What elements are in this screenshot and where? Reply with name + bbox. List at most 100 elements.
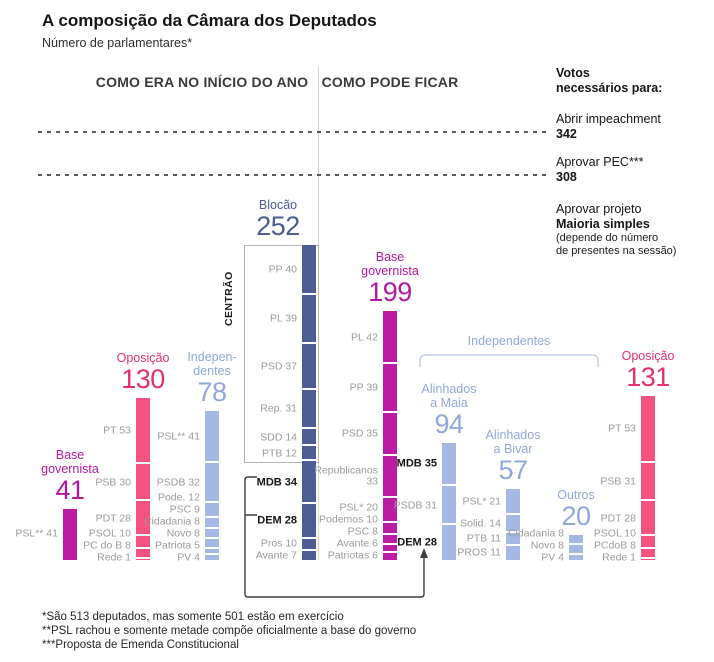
vote-item-bold: Maioria simples — [556, 217, 650, 231]
bar-segment-cidadania — [205, 528, 219, 537]
bar-segment-psdb — [205, 462, 219, 501]
footnote-1: *São 513 deputados, mas somente 501 estã… — [42, 611, 344, 623]
group-name-oposicao-antes: Oposição — [116, 350, 170, 365]
vote-item-label: Aprovar projeto — [556, 202, 642, 216]
bar-segment-pt — [641, 396, 655, 461]
segment-label-cidadania: Cidadania 8 — [143, 514, 200, 527]
bar-segment-ptb — [302, 446, 316, 460]
bar-segment-pv — [205, 555, 219, 560]
group-total-alinhados-a-maia: 94 — [434, 408, 464, 439]
group-headline-oposicao-depois: Oposição 131 — [622, 349, 675, 392]
segment-label-pv: PV 4 — [541, 550, 564, 563]
bar-base-governista-antes — [63, 508, 77, 560]
group-total-base-governista-depois: 199 — [368, 277, 412, 308]
group-total-oposicao-depois: 131 — [626, 362, 670, 393]
segment-label-pv: PV 4 — [177, 550, 200, 563]
segment-label-psol: PSOL 10 — [88, 527, 131, 540]
bar-segment-pl — [302, 295, 316, 342]
segment-label-pros: PROS 11 — [457, 546, 501, 559]
votes-legend-heading: Votos necessários para: — [556, 66, 663, 95]
group-headline-independentes-antes: Indepen- dentes 78 — [187, 350, 236, 407]
bar-segment-patriotas — [383, 552, 397, 560]
bar-segment-mdb — [302, 461, 316, 502]
segment-label-psdb: PSDB 32 — [156, 475, 200, 488]
vote-item-value: 308 — [556, 170, 577, 184]
segment-label-pl: PL 42 — [350, 330, 378, 343]
segment-label-pdt: PDT 28 — [600, 512, 636, 524]
segment-label-psdb: PSDB 31 — [393, 498, 437, 511]
segment-label-pp: PP 40 — [268, 263, 297, 276]
vote-item-impeachment: Abrir impeachment 342 — [556, 112, 708, 142]
bar-segment-rep — [302, 390, 316, 427]
segment-label-psol: PSOL 10 — [593, 527, 636, 540]
segment-label-psb: PSB 30 — [95, 475, 131, 488]
bar-segment-psc — [383, 535, 397, 543]
vote-item-maioria: Aprovar projeto Maioria simples (depende… — [556, 202, 708, 257]
bar-oposicao-depois — [641, 396, 655, 560]
bar-segment-pl — [383, 311, 397, 362]
segment-label-psl: PSL** 41 — [15, 527, 58, 540]
bar-segment-psl — [63, 508, 77, 560]
segment-label-pl: PL 39 — [269, 312, 297, 325]
segment-label-pcdob: PCdoB 8 — [593, 539, 636, 552]
bar-segment-psol — [136, 536, 150, 547]
independentes-bracket-label: Independentes — [467, 334, 551, 348]
bar-segment-pcdob — [641, 548, 655, 557]
group-total-oposicao-antes: 130 — [121, 363, 165, 394]
group-headline-oposicao-antes: Oposição 130 — [117, 351, 170, 394]
segment-label-psc: PSC 8 — [347, 525, 378, 538]
segment-label-rede: Rede 1 — [602, 551, 636, 564]
segment-label-pcdob: PC do B 8 — [83, 539, 131, 552]
bar-alinhados-a-bivar — [506, 488, 520, 560]
group-name-oposicao-depois: Oposição — [621, 349, 675, 364]
section-header-after: COMO PODE FICAR — [321, 74, 459, 90]
group-name-base-governista-antes: Base governista — [41, 447, 99, 476]
bar-segment-novo — [205, 538, 219, 547]
bar-segment-podemos — [383, 522, 397, 533]
bar-segment-psl — [383, 497, 397, 521]
group-total-base-governista-antes: 41 — [55, 474, 85, 505]
bar-segment-psl — [506, 488, 520, 513]
segment-label-psl: PSL** 41 — [157, 430, 200, 443]
segment-label-podemos: Podemos 10 — [319, 513, 378, 526]
bar-oposicao-antes — [136, 397, 150, 560]
segment-label-psd: PSD 35 — [341, 427, 378, 440]
bar-segment-ptb — [506, 532, 520, 545]
group-headline-base-governista-antes: Base governista 41 — [41, 448, 99, 505]
group-name-blocao: Blocão — [258, 198, 298, 212]
segment-label-avante: Avante 7 — [255, 548, 297, 561]
bar-segment-pv — [569, 555, 583, 560]
bar-segment-psd — [302, 343, 316, 388]
bar-segment-novo — [569, 545, 583, 553]
segment-label-avante: Avante 6 — [336, 537, 378, 550]
segment-label-novo: Novo 8 — [166, 526, 200, 539]
group-name-base-governista-depois: Base governista — [361, 250, 419, 279]
segment-label-mdb: MDB 35 — [396, 457, 437, 470]
group-total-blocao: 252 — [256, 211, 300, 241]
segment-label-rede: Rede 1 — [97, 551, 131, 564]
group-total-outros: 20 — [561, 501, 591, 531]
bar-segment-cidadania — [569, 535, 583, 543]
bar-segment-pros — [506, 546, 520, 560]
bar-segment-dem — [442, 525, 456, 560]
bar-segment-psb — [136, 463, 150, 500]
vote-item-label: Aprovar PEC*** — [556, 155, 644, 169]
bar-outros — [569, 535, 583, 560]
bar-segment-pdt — [136, 501, 150, 535]
bar-segment-sdd — [302, 428, 316, 445]
segment-label-republicanos: Republicanos 33 — [314, 464, 378, 488]
group-headline-base-governista-depois: Base governista 199 — [361, 250, 419, 307]
segment-label-pros: Pros 10 — [260, 536, 297, 549]
bar-segment-pp — [302, 245, 316, 293]
vote-item-label: Abrir impeachment — [556, 112, 661, 126]
bar-segment-avante — [383, 545, 397, 551]
segment-label-sdd: SDD 14 — [260, 430, 297, 443]
footnote-2: **PSL rachou e somente metade compõe ofi… — [42, 625, 417, 637]
segment-label-pt: PT 53 — [608, 422, 636, 435]
page-title: A composição da Câmara dos Deputados — [42, 11, 377, 30]
bar-segment-pcdob — [136, 548, 150, 557]
segment-label-psc: PSC 9 — [169, 502, 200, 515]
bar-base-governista-depois — [383, 311, 397, 560]
bar-segment-pros — [302, 538, 316, 550]
